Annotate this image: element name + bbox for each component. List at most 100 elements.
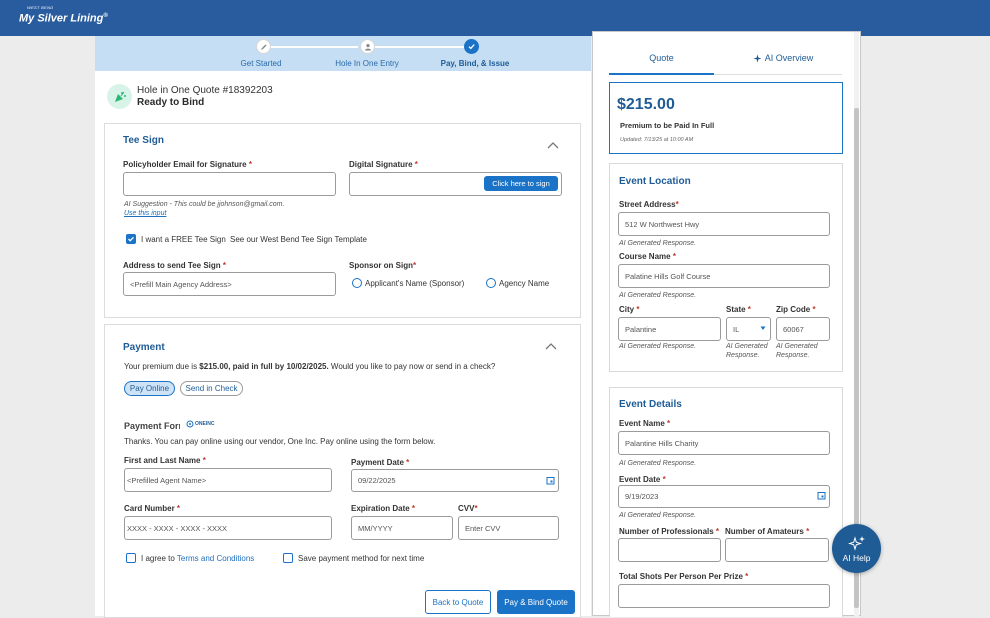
city-input[interactable]: Palantine bbox=[618, 317, 721, 341]
card-number-label: Card Number * bbox=[124, 504, 181, 513]
professionals-label: Number of Professionals * bbox=[619, 527, 720, 536]
step-3-circle[interactable] bbox=[464, 39, 479, 54]
calendar-icon[interactable] bbox=[817, 491, 826, 500]
brand-mark: ® bbox=[103, 13, 108, 19]
sponsor-applicant-radio[interactable] bbox=[352, 278, 362, 288]
course-input[interactable]: Palatine Hills Golf Course bbox=[618, 264, 830, 288]
step-3-label[interactable]: Pay, Bind, & Issue bbox=[440, 59, 510, 68]
dropdown-arrow-icon[interactable] bbox=[760, 326, 766, 331]
ai-generated-note: AI Generated Response. bbox=[619, 460, 697, 467]
event-name-label: Event Name * bbox=[619, 419, 671, 428]
sign-button[interactable]: Click here to sign bbox=[484, 176, 558, 191]
payment-date-input[interactable]: 09/22/2025 bbox=[351, 469, 559, 492]
event-date-input[interactable]: 9/19/2023 bbox=[618, 485, 830, 508]
terms-label: I agree to Terms and Conditions bbox=[141, 554, 255, 563]
ai-generated-note: AI Generated Response. bbox=[619, 240, 697, 247]
name-input[interactable]: <Prefilled Agent Name> bbox=[124, 468, 332, 492]
top-bar: WEST BEND My Silver Lining® bbox=[0, 0, 990, 36]
step-1-circle[interactable] bbox=[256, 39, 271, 54]
oneinc-logo: ONEINC bbox=[186, 420, 214, 428]
pencil-icon bbox=[260, 44, 266, 50]
chevron-up-icon[interactable] bbox=[547, 141, 559, 149]
state-label: State * bbox=[726, 305, 751, 314]
amateurs-label: Number of Amateurs * bbox=[725, 527, 810, 536]
send-check-button[interactable]: Send in Check bbox=[180, 381, 243, 396]
payment-title: Payment bbox=[123, 342, 165, 353]
email-label: Policyholder Email for Signature * bbox=[123, 160, 252, 169]
sparkles-icon bbox=[847, 535, 865, 551]
tee-sign-title: Tee Sign bbox=[123, 135, 164, 146]
name-label: First and Last Name * bbox=[124, 456, 206, 465]
sparkle-icon bbox=[753, 54, 762, 62]
event-details-title: Event Details bbox=[619, 399, 682, 410]
event-name-input[interactable]: Palantine Hills Charity bbox=[618, 431, 830, 455]
expiration-input[interactable]: MM/YYYY bbox=[351, 516, 453, 540]
step-connector bbox=[375, 46, 465, 48]
course-label: Course Name * bbox=[619, 252, 676, 261]
pay-bind-button[interactable]: Pay & Bind Quote bbox=[497, 590, 575, 614]
free-tee-sign-checkbox[interactable] bbox=[126, 234, 136, 244]
expiration-label: Expiration Date * bbox=[351, 504, 416, 513]
main-form-pane: Get Started Hole In One Entry Pay, Bind,… bbox=[95, 36, 591, 618]
signature-email-input[interactable] bbox=[123, 172, 336, 196]
user-icon bbox=[364, 43, 371, 50]
premium-updated: Updated: 7/13/25 at 10:00 AM bbox=[620, 137, 694, 143]
calendar-icon[interactable] bbox=[546, 476, 555, 485]
ai-help-label: AI Help bbox=[842, 552, 871, 563]
save-method-label: Save payment method for next time bbox=[298, 554, 425, 563]
zip-label: Zip Code * bbox=[776, 305, 816, 314]
terms-checkbox[interactable] bbox=[126, 553, 136, 563]
sponsor-agency-radio[interactable] bbox=[486, 278, 496, 288]
card-number-input[interactable]: XXXX - XXXX - XXXX - XXXX bbox=[124, 516, 332, 540]
event-date-label: Event Date * bbox=[619, 475, 666, 484]
scrollbar-thumb[interactable] bbox=[854, 108, 859, 608]
use-input-link[interactable]: Use this input bbox=[124, 210, 167, 217]
event-details-card: Event Details Event Name * Palantine Hil… bbox=[609, 387, 843, 617]
progress-stepper: Get Started Hole In One Entry Pay, Bind,… bbox=[95, 36, 591, 71]
address-label: Address to send Tee Sign * bbox=[123, 261, 227, 270]
quote-summary-pane: Quote AI Overview $215.00 Premium to be … bbox=[592, 31, 861, 617]
tab-quote[interactable]: Quote bbox=[649, 53, 674, 63]
sponsor-agency-label: Agency Name bbox=[499, 279, 550, 288]
tee-sign-address-input[interactable]: <Prefill Main Agency Address> bbox=[123, 272, 336, 296]
tab-quote-underline bbox=[609, 73, 714, 75]
cvv-input[interactable]: Enter CVV bbox=[458, 516, 559, 540]
chevron-up-icon[interactable] bbox=[545, 342, 557, 350]
party-icon bbox=[107, 84, 132, 109]
ai-help-button[interactable]: AI Help bbox=[832, 524, 881, 573]
brand-logo[interactable]: WEST BEND My Silver Lining® bbox=[19, 5, 108, 26]
tab-divider bbox=[714, 74, 842, 75]
checkmark-icon bbox=[128, 236, 134, 242]
ai-generated-note: AI Generated Response. bbox=[619, 343, 697, 350]
shots-label: Total Shots Per Person Per Prize * bbox=[619, 572, 749, 581]
ai-suggestion-text: AI Suggestion - This could be jjohnson@g… bbox=[124, 201, 285, 208]
step-2-circle[interactable] bbox=[360, 39, 375, 54]
premium-amount: $215.00 bbox=[617, 96, 675, 113]
shots-input[interactable] bbox=[618, 584, 830, 608]
quote-title: Hole in One Quote #18392203 bbox=[137, 85, 273, 96]
oneinc-icon bbox=[186, 420, 194, 428]
free-tee-sign-label: I want a FREE Tee Sign bbox=[141, 235, 226, 244]
street-input[interactable]: 512 W Northwest Hwy bbox=[618, 212, 830, 236]
check-icon bbox=[468, 44, 475, 50]
event-location-card: Event Location Street Address* 512 W Nor… bbox=[609, 163, 843, 372]
event-location-title: Event Location bbox=[619, 176, 691, 187]
back-to-quote-button[interactable]: Back to Quote bbox=[425, 590, 491, 614]
professionals-input[interactable] bbox=[618, 538, 721, 562]
ai-generated-note: AI Generated Response. bbox=[776, 343, 818, 359]
sponsor-label: Sponsor on Sign* bbox=[349, 261, 417, 270]
tee-sign-template-link[interactable]: See our West Bend Tee Sign Template bbox=[230, 235, 367, 244]
ai-generated-note: AI Generated Response. bbox=[619, 292, 697, 299]
amateurs-input[interactable] bbox=[725, 538, 829, 562]
zip-input[interactable]: 60067 bbox=[776, 317, 830, 341]
step-2-label[interactable]: Hole In One Entry bbox=[335, 59, 399, 68]
premium-caption: Premium to be Paid In Full bbox=[620, 121, 715, 130]
step-1-label[interactable]: Get Started bbox=[240, 59, 282, 68]
save-method-checkbox[interactable] bbox=[283, 553, 293, 563]
ai-generated-note: AI Generated Response. bbox=[619, 512, 697, 519]
tab-ai-overview[interactable]: AI Overview bbox=[733, 53, 833, 63]
terms-link[interactable]: Terms and Conditions bbox=[176, 554, 255, 563]
pay-online-button[interactable]: Pay Online bbox=[124, 381, 175, 396]
payment-form-title: Payment Form bbox=[124, 421, 180, 431]
ai-generated-note: AI Generated Response. bbox=[726, 343, 768, 359]
